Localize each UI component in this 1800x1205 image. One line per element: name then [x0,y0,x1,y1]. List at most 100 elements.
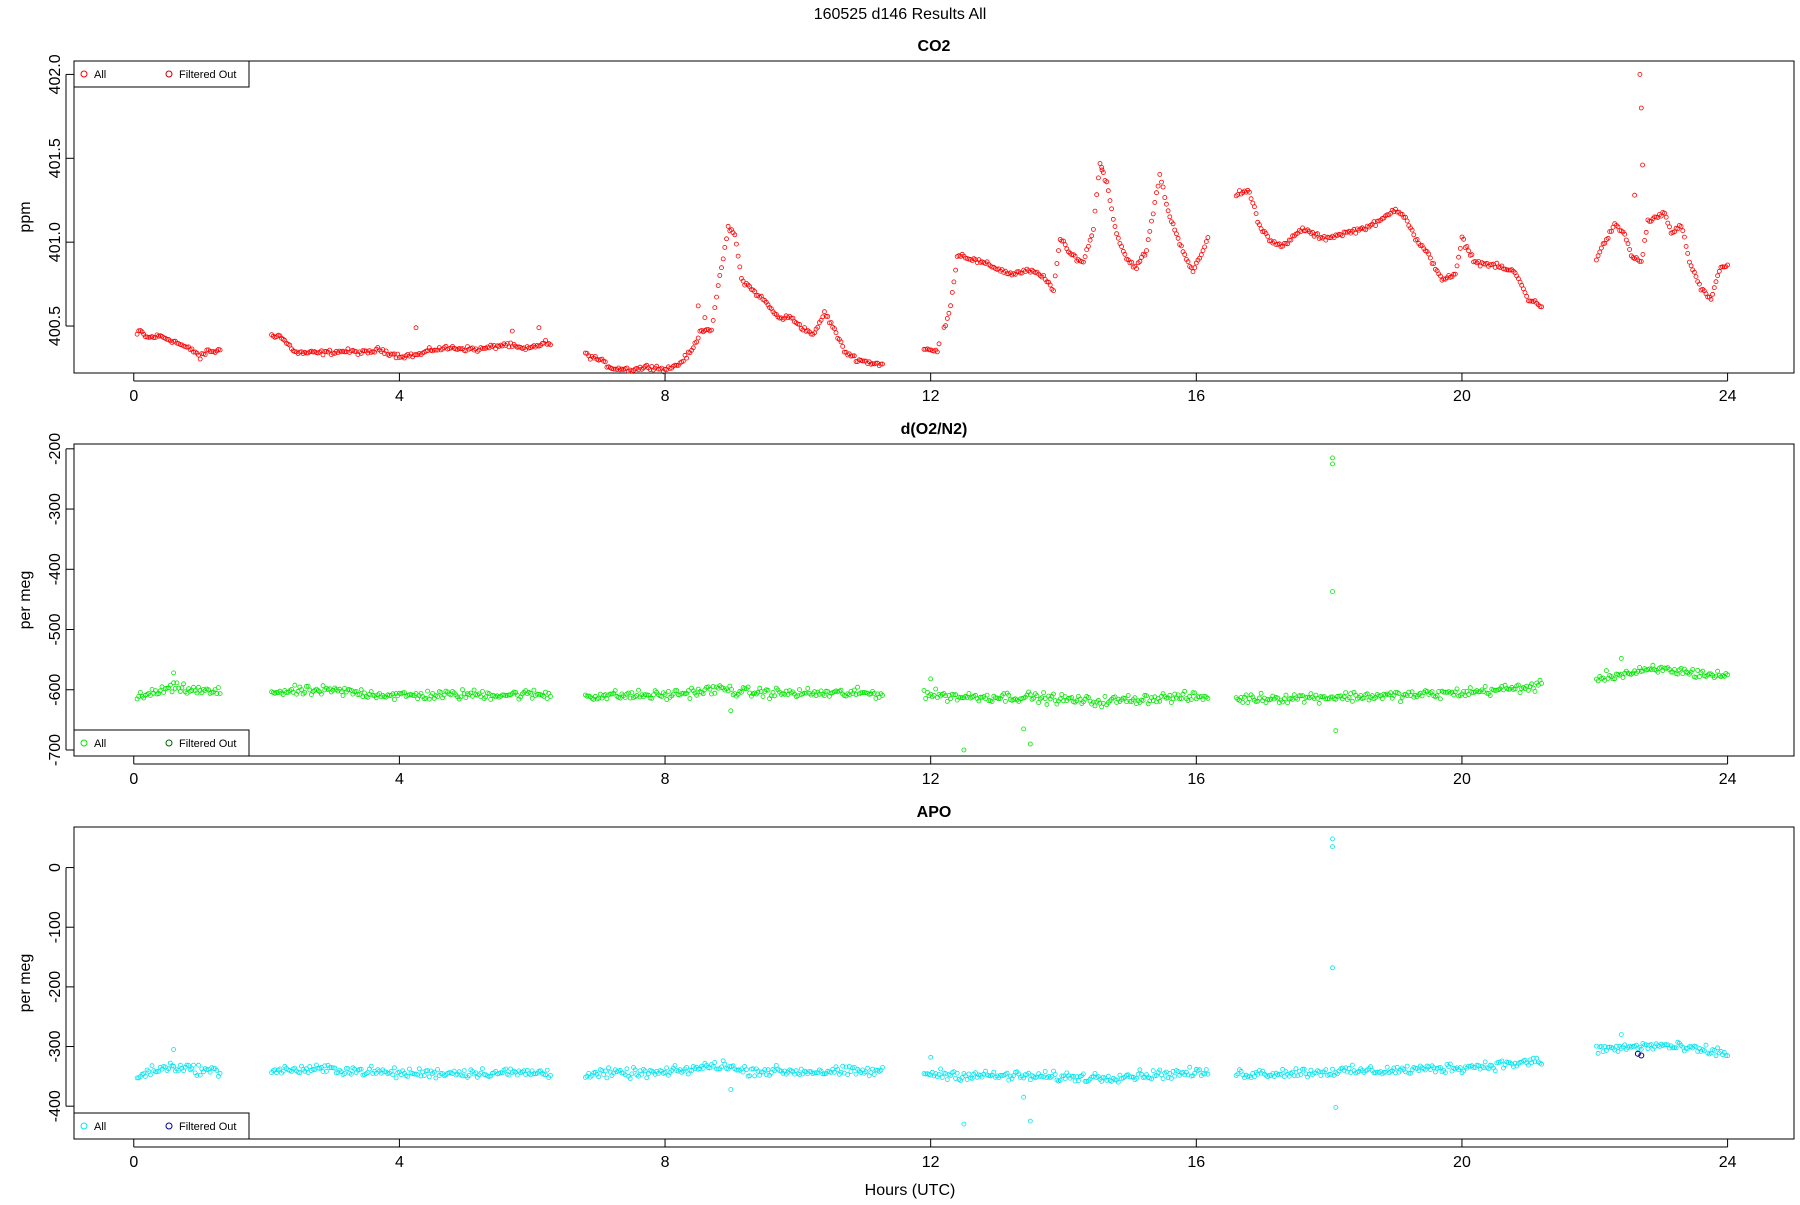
data-point [954,1070,960,1076]
data-point [1091,226,1096,232]
y-axis-label: ppm [17,201,34,232]
data-point [1104,179,1110,185]
data-point [460,687,465,693]
data-point [1655,669,1661,675]
data-point [838,1069,844,1075]
data-point [330,1065,336,1071]
legend-label: Filtered Out [179,69,236,81]
data-point [758,1069,764,1075]
data-point [1140,1075,1146,1080]
data-point [989,699,995,704]
data-point [772,693,777,699]
data-point [870,1066,875,1072]
x-tick-label: 4 [395,1154,404,1171]
data-point [1429,689,1435,694]
data-point [1701,1048,1707,1053]
data-point [1170,221,1176,227]
data-point [1185,698,1191,703]
data-point [1599,245,1604,251]
data-point [762,1067,768,1073]
data-point [191,1062,196,1068]
data-point [1006,692,1012,698]
data-point [1205,235,1211,240]
data-point [934,349,940,355]
y-tick-label: -600 [47,674,64,706]
data-point [1197,1067,1202,1073]
data-point [1105,1073,1111,1079]
data-point [1487,693,1493,698]
data-point [1725,262,1730,268]
data-point [953,267,958,273]
data-point [855,684,860,690]
data-point [607,691,613,697]
data-point [644,1075,650,1081]
data-point [1092,208,1098,214]
data-point [1595,253,1601,259]
x-tick-label: 4 [395,771,404,788]
data-point [169,689,175,695]
data-point [1682,234,1687,240]
data-point [1526,298,1531,304]
y-axis-label: per meg [17,571,34,630]
data-point [1087,237,1093,243]
data-point [1605,1044,1611,1050]
y-tick-label: 400.5 [47,306,64,346]
data-point [921,688,927,693]
data-point [438,1071,444,1076]
data-point [503,693,509,698]
data-point [1152,199,1158,205]
data-point [1326,1072,1332,1077]
data-point [858,690,864,696]
data-point [752,289,758,294]
data-point [1258,690,1264,696]
data-point [737,264,743,270]
data-point [626,690,631,696]
data-point [1125,693,1131,698]
data-point [1051,691,1056,697]
data-point [1642,237,1647,243]
data-point [803,690,809,696]
data-point [1516,682,1521,688]
data-point [1069,1073,1075,1079]
data-point [828,320,834,325]
data-point [700,1066,706,1071]
data-point [599,1068,605,1073]
data-point [1452,271,1458,277]
data-point [1715,273,1720,279]
series-points [134,836,1730,1127]
data-point [710,317,716,323]
data-point [1041,1074,1046,1080]
data-point [813,1070,819,1075]
data-point [820,314,826,320]
data-point [322,1063,328,1069]
data-point [426,1074,432,1080]
data-point [184,344,190,350]
legend-marker [80,739,88,747]
data-point [1713,279,1719,285]
data-point [948,303,953,309]
data-point [611,366,616,372]
data-point [1144,693,1149,699]
data-point [1401,214,1407,220]
data-point [1056,248,1061,254]
data-point [667,365,673,371]
data-point [1047,282,1053,288]
data-point [745,684,751,690]
y-tick-label: -100 [47,911,64,943]
data-point [506,1072,512,1078]
data-point [921,346,927,352]
legend-marker [165,70,173,78]
data-point [1077,696,1083,702]
y-tick-label: 0 [47,863,64,872]
data-point [280,1068,286,1074]
data-point [1637,72,1643,77]
data-point [1683,243,1689,249]
x-tick-label: 0 [129,771,138,788]
data-point [602,692,608,698]
data-point [1602,240,1608,246]
data-point [1597,249,1603,255]
data-point [1052,273,1058,279]
data-point [355,692,361,698]
data-point [1330,455,1335,461]
